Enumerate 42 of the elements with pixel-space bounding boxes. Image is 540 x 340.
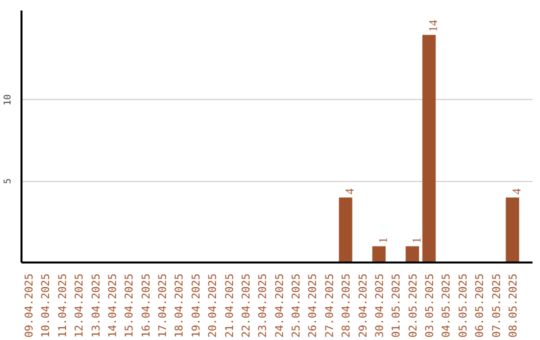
data-label: 14	[426, 20, 440, 32]
x-tick-label: 16.04.2025	[139, 274, 152, 338]
bar	[506, 197, 520, 262]
x-tick-label: 01.05.2025	[390, 274, 403, 338]
x-tick-label: 06.05.2025	[473, 274, 486, 338]
data-label: 4	[509, 188, 524, 194]
y-tick-label: 10	[2, 94, 14, 106]
data-label: 1	[409, 237, 424, 244]
x-tick-label: 24.04.2025	[272, 274, 286, 338]
x-tick-label: 07.05.2025	[490, 274, 503, 338]
bar	[338, 197, 352, 262]
x-tick-label: 05.05.2025	[456, 274, 470, 338]
x-tick-label: 22.04.2025	[239, 274, 252, 338]
x-tick-label: 23.04.2025	[256, 274, 270, 338]
y-tick-label: 5	[2, 178, 14, 184]
x-tick-label: 26.04.2025	[306, 274, 320, 338]
x-tick-label: 30.04.2025	[372, 274, 386, 338]
data-label: 1	[376, 237, 390, 244]
x-tick-label: 14.04.2025	[106, 274, 119, 338]
x-tick-label: 15.04.2025	[122, 274, 136, 338]
x-tick-label: 08.05.2025	[506, 274, 520, 338]
x-tick-label: 20.04.2025	[206, 274, 220, 338]
x-tick-label: 27.04.2025	[322, 274, 336, 338]
x-tick-label: 18.04.2025	[172, 274, 186, 338]
x-tick-label: 10.04.2025	[39, 274, 52, 338]
bar	[406, 246, 420, 262]
x-tick-label: 25.04.2025	[290, 274, 303, 338]
bar	[372, 246, 386, 262]
x-tick-label: 12.04.2025	[72, 274, 86, 338]
x-tick-label: 09.04.2025	[22, 274, 36, 338]
bar	[422, 34, 436, 262]
x-tick-label: 02.05.2025	[406, 274, 420, 338]
x-tick-label: 29.04.2025	[356, 274, 370, 338]
x-tick-label: 04.05.2025	[440, 274, 453, 338]
x-tick-label: 17.04.2025	[156, 274, 170, 338]
x-tick-label: 03.05.2025	[423, 274, 436, 338]
x-tick-label: 21.04.2025	[222, 274, 236, 338]
x-tick-label: 28.04.2025	[340, 274, 353, 338]
x-tick-label: 19.04.2025	[189, 274, 202, 338]
data-label: 4	[342, 188, 357, 194]
x-tick-label: 13.04.2025	[89, 274, 102, 338]
x-tick-label: 11.04.2025	[56, 274, 69, 338]
